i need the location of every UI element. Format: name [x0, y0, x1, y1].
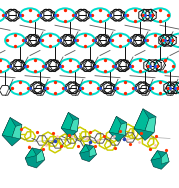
Polygon shape	[151, 151, 161, 160]
Polygon shape	[151, 151, 169, 169]
Polygon shape	[2, 118, 16, 137]
Polygon shape	[61, 112, 79, 138]
Polygon shape	[80, 144, 89, 153]
Polygon shape	[109, 116, 121, 134]
Polygon shape	[2, 118, 22, 146]
Polygon shape	[134, 109, 156, 140]
Polygon shape	[109, 116, 127, 142]
Polygon shape	[36, 150, 45, 162]
Polygon shape	[25, 148, 45, 168]
Polygon shape	[70, 119, 79, 131]
Polygon shape	[161, 152, 169, 164]
Polygon shape	[80, 144, 96, 162]
Polygon shape	[118, 123, 127, 135]
Polygon shape	[61, 112, 73, 130]
Polygon shape	[25, 148, 36, 158]
Polygon shape	[145, 117, 156, 133]
Polygon shape	[134, 109, 149, 130]
Polygon shape	[12, 125, 22, 139]
Polygon shape	[89, 146, 96, 157]
